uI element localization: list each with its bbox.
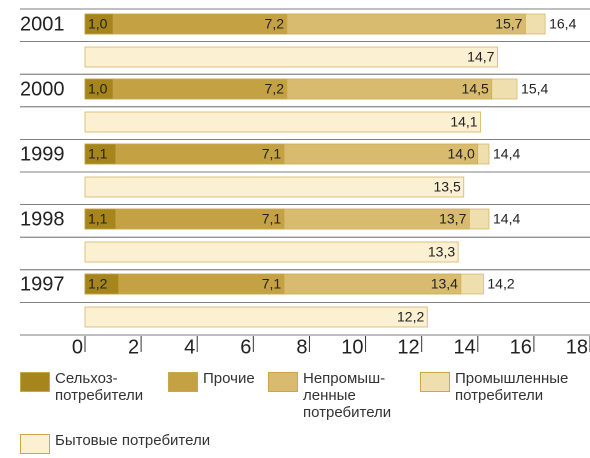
x-tick-label: 14 (454, 336, 476, 358)
legend-swatch (20, 372, 50, 392)
value-label: 14,5 (462, 81, 489, 97)
bar (84, 306, 428, 328)
value-label: 1,1 (88, 146, 108, 162)
bar (84, 241, 459, 263)
value-label: 14,1 (450, 114, 477, 130)
x-tick-label: 8 (296, 336, 307, 358)
value-label: 14,2 (487, 276, 514, 292)
value-label: 14,4 (493, 211, 520, 227)
y-tick-label: 2000 (20, 78, 65, 100)
legend-swatch (20, 434, 50, 454)
value-label: 1,1 (88, 211, 108, 227)
x-tick-label: 16 (510, 336, 532, 358)
chart: 2001 1,0 7,2 15,7 16,4 14,7 2000 1,0 7,2 14,5 15,4… (20, 8, 590, 358)
x-tick-label: 18 (566, 336, 588, 358)
legend-swatch (268, 372, 298, 392)
x-tick-label: 6 (240, 336, 251, 358)
bar (84, 208, 117, 230)
value-label: 16,4 (549, 16, 576, 32)
bar (84, 273, 119, 295)
value-label: 13,7 (439, 211, 466, 227)
legend-swatch (168, 372, 198, 392)
y-tick-label: 1998 (20, 208, 65, 230)
value-label: 7,1 (262, 146, 282, 162)
value-label: 14,4 (493, 146, 520, 162)
bar (84, 78, 114, 100)
y-tick-label: 2001 (20, 13, 65, 35)
value-label: 7,2 (265, 81, 285, 97)
legend-label: Сельхоз- потребители (55, 370, 144, 404)
value-label: 15,4 (521, 81, 548, 97)
value-label: 1,2 (88, 276, 108, 292)
x-tick-label: 10 (341, 336, 363, 358)
value-label: 7,1 (262, 211, 282, 227)
bar (84, 13, 288, 35)
x-tick-label: 12 (397, 336, 419, 358)
value-label: 1,0 (88, 16, 108, 32)
value-label: 7,2 (265, 16, 285, 32)
bar (84, 176, 465, 198)
value-label: 13,3 (428, 244, 455, 260)
y-tick-label: 1999 (20, 143, 65, 165)
value-label: 14,0 (448, 146, 475, 162)
value-label: 7,1 (262, 276, 282, 292)
x-tick-label: 4 (184, 336, 195, 358)
value-label: 13,4 (431, 276, 458, 292)
bar (84, 111, 481, 133)
value-label: 13,5 (434, 179, 461, 195)
value-label: 14,7 (467, 49, 494, 65)
value-label: 12,2 (397, 309, 424, 325)
value-label: 15,7 (495, 16, 522, 32)
bar (84, 143, 117, 165)
x-tick-label: 0 (72, 336, 83, 358)
legend-label: Бытовые потребители (55, 432, 211, 449)
value-label: 1,0 (88, 81, 108, 97)
legend-label: Прочие (203, 370, 255, 387)
x-tick-label: 2 (128, 336, 139, 358)
legend-label: Промышленные потребители (455, 370, 569, 404)
legend-label: Непромыш- ленные потребители (303, 370, 392, 421)
y-tick-label: 1997 (20, 273, 65, 295)
bar (84, 46, 498, 68)
bar (84, 13, 114, 35)
legend-swatch (420, 372, 450, 392)
bar (84, 78, 288, 100)
